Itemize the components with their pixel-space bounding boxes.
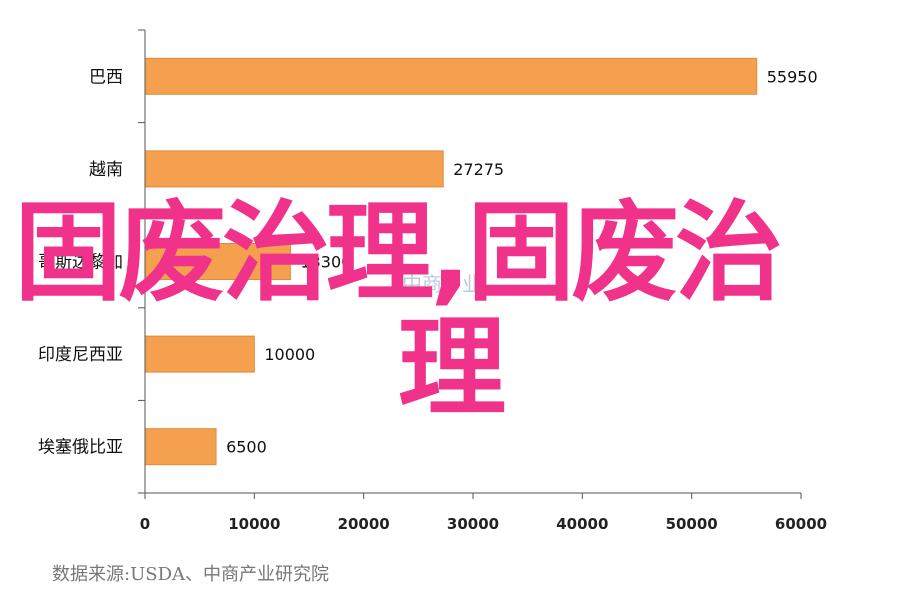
- data-label: 6500: [226, 438, 267, 457]
- data-label: 55950: [767, 67, 818, 86]
- bar: [144, 57, 758, 95]
- x-tick-label: 40000: [556, 515, 608, 533]
- x-tick-label: 60000: [775, 515, 827, 533]
- x-tick-label: 10000: [228, 515, 280, 533]
- data-label: 10000: [264, 345, 315, 364]
- category-label: 埃塞俄比亚: [38, 438, 123, 458]
- bar: [144, 243, 291, 280]
- category-label: 巴西: [89, 67, 123, 87]
- bar-chart: 55950 27275 13300 10000 6500 巴西越南哥斯达黎加印度尼西亚埃…: [38, 29, 827, 533]
- bar: [144, 150, 444, 188]
- bars-group: 55950 27275 13300 10000 6500: [144, 57, 818, 466]
- source-note: 数据来源:USDA、中商产业研究院: [52, 564, 329, 585]
- data-label: 27275: [453, 160, 504, 179]
- category-label: 哥斯达黎加: [38, 253, 123, 273]
- bar: [144, 428, 217, 466]
- x-tick-label: 30000: [447, 515, 499, 533]
- category-label: 印度尼西亚: [38, 345, 123, 365]
- x-tick-label: 50000: [666, 515, 718, 533]
- bar: [144, 335, 255, 373]
- data-label: 13300: [300, 253, 351, 272]
- x-tick-label: 0: [140, 515, 150, 533]
- x-tick-label: 20000: [338, 515, 390, 533]
- category-label: 越南: [89, 160, 123, 180]
